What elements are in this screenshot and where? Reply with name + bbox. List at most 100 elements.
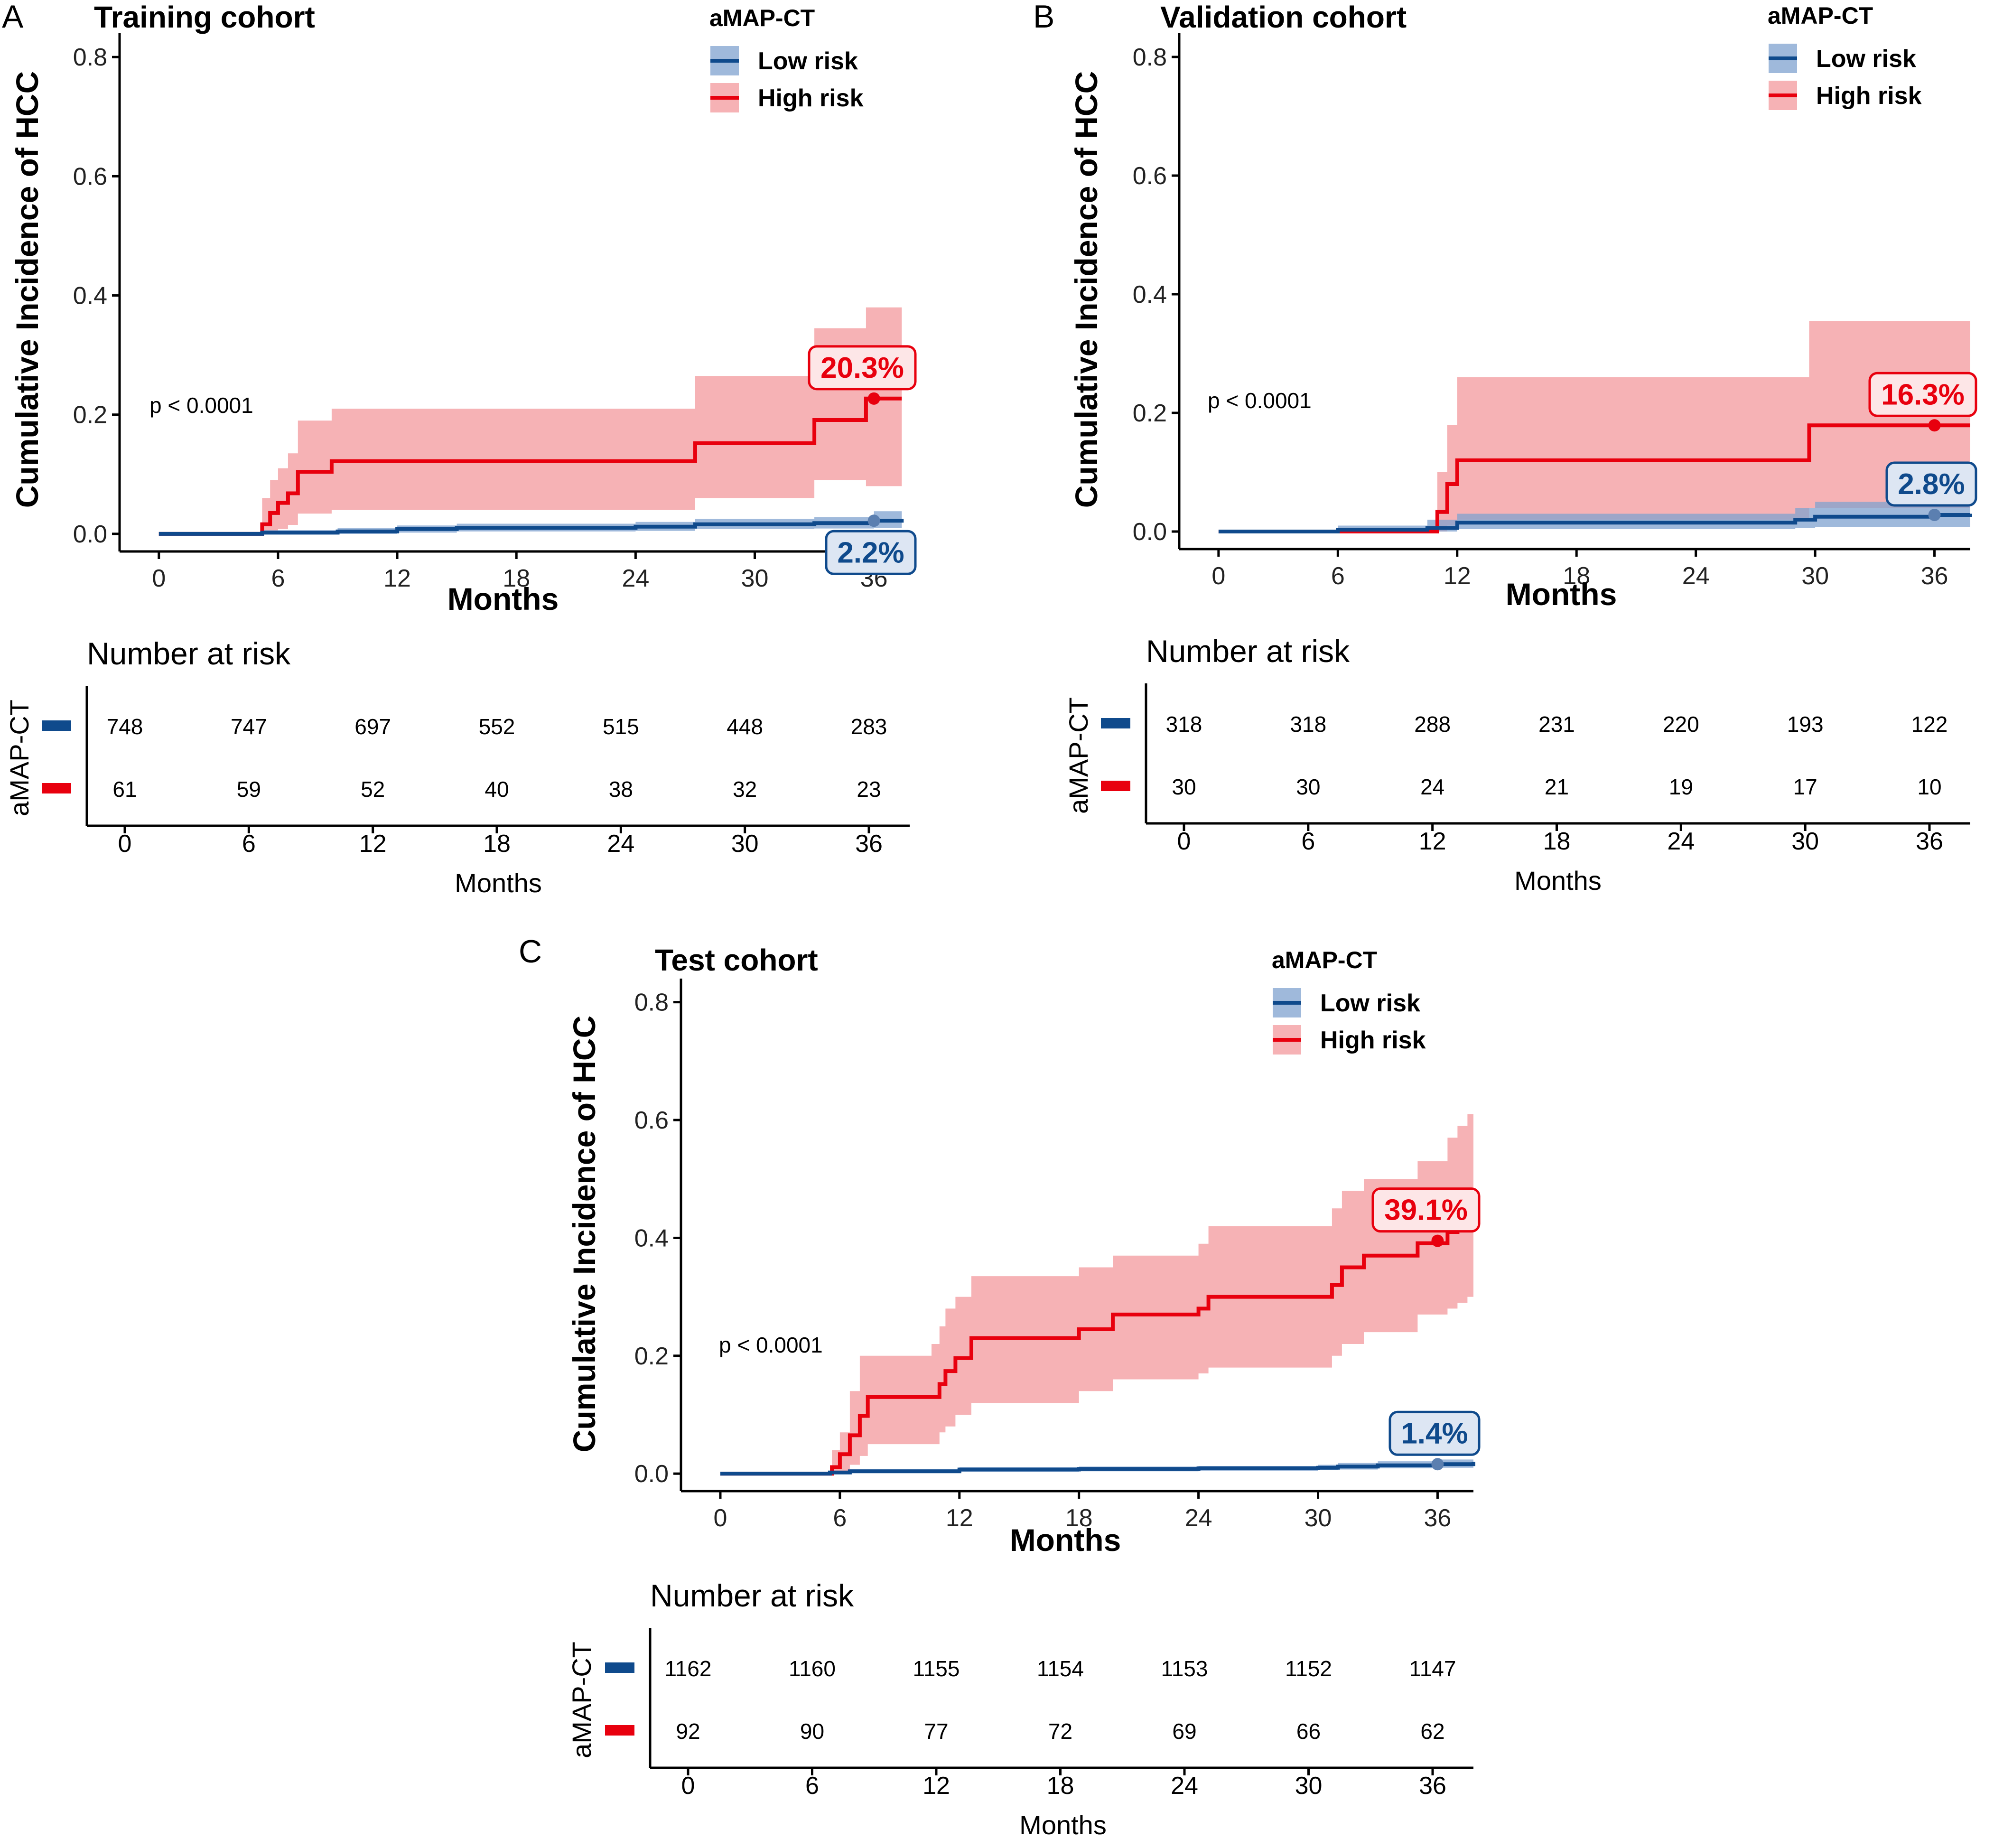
panel-letter: C xyxy=(519,933,542,970)
risk-count-low: 283 xyxy=(851,714,887,739)
risk-count-low: 288 xyxy=(1414,712,1451,737)
x-tick-label: 6 xyxy=(271,565,285,592)
high-risk-callout-box xyxy=(1371,1187,1481,1233)
risk-table: Number at risk aMAP-CT 1162 1160 1155 1154 115… xyxy=(567,1578,1473,1840)
low-risk-ci-band xyxy=(158,507,902,534)
y-tick-label: 0.2 xyxy=(1133,400,1167,427)
risk-table: Number at risk aMAP-CT 318 318 288 231 220 193 1… xyxy=(1063,634,1970,896)
risk-count-high: 17 xyxy=(1793,775,1817,799)
risk-count-low: 448 xyxy=(727,714,763,739)
x-tick-label: 12 xyxy=(1444,562,1471,590)
risk-table-title: Number at risk xyxy=(1146,634,1350,669)
p-value-label: p < 0.0001 xyxy=(149,393,253,418)
risk-count-low: 1162 xyxy=(665,1656,712,1681)
risk-count-high: 72 xyxy=(1048,1719,1072,1744)
risk-table: Number at risk aMAP-CT 748 747 697 552 515 448 2… xyxy=(4,636,910,898)
risk-count-high: 21 xyxy=(1545,775,1569,799)
x-axis-title: Months xyxy=(1506,577,1617,612)
risk-strata-title: aMAP-CT xyxy=(567,1642,596,1758)
endpoint-marker xyxy=(1431,1234,1444,1247)
legend-low-label: Low risk xyxy=(1816,45,1916,73)
risk-strata-title: aMAP-CT xyxy=(4,700,34,816)
endpoint-marker xyxy=(1928,509,1941,521)
risk-count-high: 30 xyxy=(1296,775,1320,799)
x-tick-label: 18 xyxy=(1065,1504,1093,1532)
risk-x-tick-label: 36 xyxy=(855,830,883,858)
high-risk-ci-band xyxy=(720,1108,1473,1474)
x-tick-label: 6 xyxy=(1331,562,1345,590)
y-tick-label: 0.8 xyxy=(1133,44,1167,71)
legend: aMAP-CT Low risk High risk xyxy=(709,5,864,112)
risk-x-tick-label: 12 xyxy=(359,830,387,858)
low-risk-curve xyxy=(720,1462,1475,1476)
risk-x-tick-label: 24 xyxy=(1171,1772,1198,1800)
risk-count-low: 193 xyxy=(1787,712,1824,737)
panel-a: A Training cohort 0.0 0.2 0.4 0.6 0.8 0 6 12 18 24 3… xyxy=(2,0,917,898)
risk-count-high: 19 xyxy=(1669,775,1693,799)
blue-bar-icon xyxy=(605,1662,634,1673)
x-tick-label: 12 xyxy=(946,1504,973,1532)
risk-count-high: 59 xyxy=(237,777,261,802)
low-risk-callout-label: 1.4% xyxy=(1401,1417,1468,1450)
y-tick-label: 0.0 xyxy=(634,1460,669,1488)
risk-count-low: 318 xyxy=(1290,712,1326,737)
risk-x-tick-label: 6 xyxy=(1301,828,1315,855)
p-value-label: p < 0.0001 xyxy=(719,1333,823,1357)
legend-title: aMAP-CT xyxy=(1272,947,1377,973)
risk-x-tick-label: 30 xyxy=(1791,828,1819,855)
panel-title: Validation cohort xyxy=(1160,0,1407,34)
legend-high-label: High risk xyxy=(1320,1027,1426,1054)
risk-x-axis-title: Months xyxy=(1019,1810,1107,1840)
y-tick-label: 0.2 xyxy=(73,401,107,429)
y-tick-label: 0.8 xyxy=(634,989,669,1017)
high-risk-callout-label: 39.1% xyxy=(1384,1194,1468,1227)
high-risk-callout-box xyxy=(808,345,917,391)
risk-x-tick-label: 6 xyxy=(805,1772,819,1800)
risk-x-tick-label: 24 xyxy=(1667,828,1695,855)
x-tick-label: 30 xyxy=(1801,562,1829,590)
legend-title: aMAP-CT xyxy=(709,5,815,31)
risk-count-high: 32 xyxy=(733,777,757,802)
risk-count-low: 515 xyxy=(603,714,639,739)
risk-count-low: 697 xyxy=(354,714,391,739)
risk-count-low: 748 xyxy=(107,714,143,739)
risk-x-tick-label: 18 xyxy=(1047,1772,1074,1800)
risk-count-high: 38 xyxy=(609,777,633,802)
risk-count-low: 1147 xyxy=(1409,1656,1456,1681)
red-bar-icon xyxy=(605,1725,634,1736)
risk-x-tick-label: 0 xyxy=(681,1772,695,1800)
risk-count-low: 552 xyxy=(479,714,515,739)
y-tick-label: 0.0 xyxy=(73,521,107,548)
legend-high-label: High risk xyxy=(1816,82,1922,110)
risk-x-tick-label: 12 xyxy=(1419,828,1446,855)
y-tick-label: 0.0 xyxy=(1133,518,1167,546)
y-axis-title: Cumulative Incidence of HCC xyxy=(567,1016,602,1453)
low-risk-callout-box xyxy=(1885,461,1977,507)
risk-x-axis-title: Months xyxy=(1514,866,1602,896)
x-tick-label: 24 xyxy=(1682,562,1710,590)
panel-c: C Test cohort 0.0 0.2 0.4 0.6 0.8 0 6 12 18 24 30 36 C… xyxy=(519,933,1481,1840)
legend: aMAP-CT Low risk High risk xyxy=(1768,2,1922,110)
risk-count-high: 62 xyxy=(1420,1719,1444,1744)
high-risk-ci-band xyxy=(158,307,902,534)
x-axis-title: Months xyxy=(447,581,559,616)
y-axis-title: Cumulative Incidence of HCC xyxy=(9,71,45,508)
y-axis-title: Cumulative Incidence of HCC xyxy=(1069,71,1104,508)
risk-count-low: 1153 xyxy=(1161,1656,1208,1681)
low-risk-callout-label: 2.8% xyxy=(1898,468,1965,501)
legend-title: aMAP-CT xyxy=(1768,2,1873,29)
risk-x-axis-title: Months xyxy=(455,868,542,898)
x-tick-label: 6 xyxy=(833,1504,847,1532)
risk-x-tick-label: 18 xyxy=(1543,828,1571,855)
y-tick-label: 0.6 xyxy=(634,1107,669,1134)
risk-count-low: 231 xyxy=(1538,712,1575,737)
x-tick-label: 0 xyxy=(1211,562,1225,590)
risk-count-high: 40 xyxy=(485,777,509,802)
endpoint-marker xyxy=(1928,419,1941,432)
x-tick-label: 36 xyxy=(1424,1504,1452,1532)
x-tick-label: 18 xyxy=(503,565,530,592)
x-tick-label: 18 xyxy=(1563,562,1590,590)
risk-count-high: 69 xyxy=(1172,1719,1196,1744)
x-tick-label: 0 xyxy=(152,565,166,592)
